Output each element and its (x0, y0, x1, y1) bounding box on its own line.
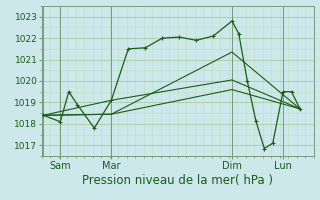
X-axis label: Pression niveau de la mer( hPa ): Pression niveau de la mer( hPa ) (82, 174, 273, 187)
